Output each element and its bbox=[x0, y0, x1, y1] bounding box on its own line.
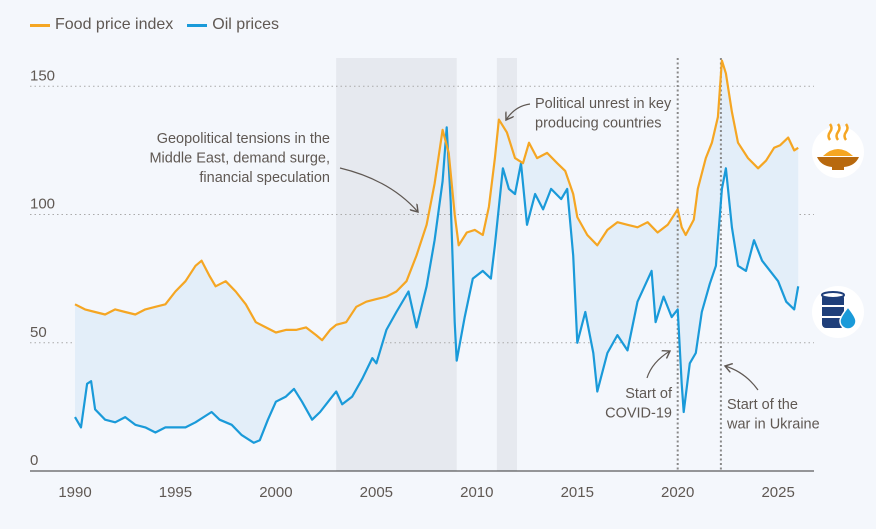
y-tick-label: 0 bbox=[30, 452, 38, 469]
x-tick-label: 2005 bbox=[360, 484, 393, 501]
arrow-covid bbox=[646, 351, 670, 379]
oil-barrel-icon bbox=[812, 286, 864, 338]
annotation-line: financial speculation bbox=[199, 170, 330, 186]
legend-label-oil: Oil prices bbox=[212, 16, 279, 33]
x-tick-label: 1990 bbox=[58, 484, 91, 501]
arrow-pol bbox=[506, 103, 531, 120]
x-tick-label: 2015 bbox=[561, 484, 594, 501]
annotation-line: Start of bbox=[625, 386, 673, 402]
x-tick-label: 2010 bbox=[460, 484, 493, 501]
annotation-war: Start of the war in Ukraine bbox=[726, 397, 820, 433]
arrow-war bbox=[725, 366, 759, 391]
annotation-line: producing countries bbox=[535, 116, 662, 132]
x-tick-label: 2000 bbox=[259, 484, 292, 501]
arrows bbox=[339, 103, 759, 391]
annotation-line: Start of the bbox=[727, 397, 798, 413]
annotation-covid: Start of COVID-19 bbox=[605, 386, 673, 422]
annotation-line: COVID-19 bbox=[605, 406, 672, 422]
legend-swatch-oil bbox=[187, 23, 208, 27]
y-tick-label: 50 bbox=[30, 324, 47, 341]
legend-item-oil: Oil prices bbox=[187, 16, 279, 34]
legend-label-food: Food price index bbox=[55, 16, 174, 33]
annotation-line: Geopolitical tensions in the bbox=[157, 131, 330, 147]
annotation-line: war in Ukraine bbox=[726, 417, 820, 433]
food-bowl-icon bbox=[812, 123, 864, 178]
y-tick-label: 100 bbox=[30, 196, 55, 213]
food-price-line bbox=[74, 59, 799, 342]
x-tick-label: 2025 bbox=[761, 484, 794, 501]
legend: Food price index Oil prices bbox=[30, 16, 279, 34]
y-tick-label: 150 bbox=[30, 67, 55, 84]
arrow-geo bbox=[339, 167, 418, 212]
annotation-line: Middle East, demand surge, bbox=[149, 151, 330, 167]
shaded-period bbox=[336, 58, 457, 471]
annotation-line: Political unrest in key bbox=[535, 96, 672, 112]
legend-swatch-food bbox=[30, 23, 50, 27]
legend-item-food: Food price index bbox=[30, 16, 173, 34]
x-tick-label: 1995 bbox=[159, 484, 192, 501]
annotation-pol: Political unrest in key producing countri… bbox=[535, 96, 672, 132]
annotation-geo: Geopolitical tensions in the Middle East,… bbox=[149, 131, 330, 186]
gap-fill-area bbox=[75, 60, 799, 443]
oil-prices-line bbox=[74, 126, 800, 444]
x-tick-label: 2020 bbox=[661, 484, 694, 501]
